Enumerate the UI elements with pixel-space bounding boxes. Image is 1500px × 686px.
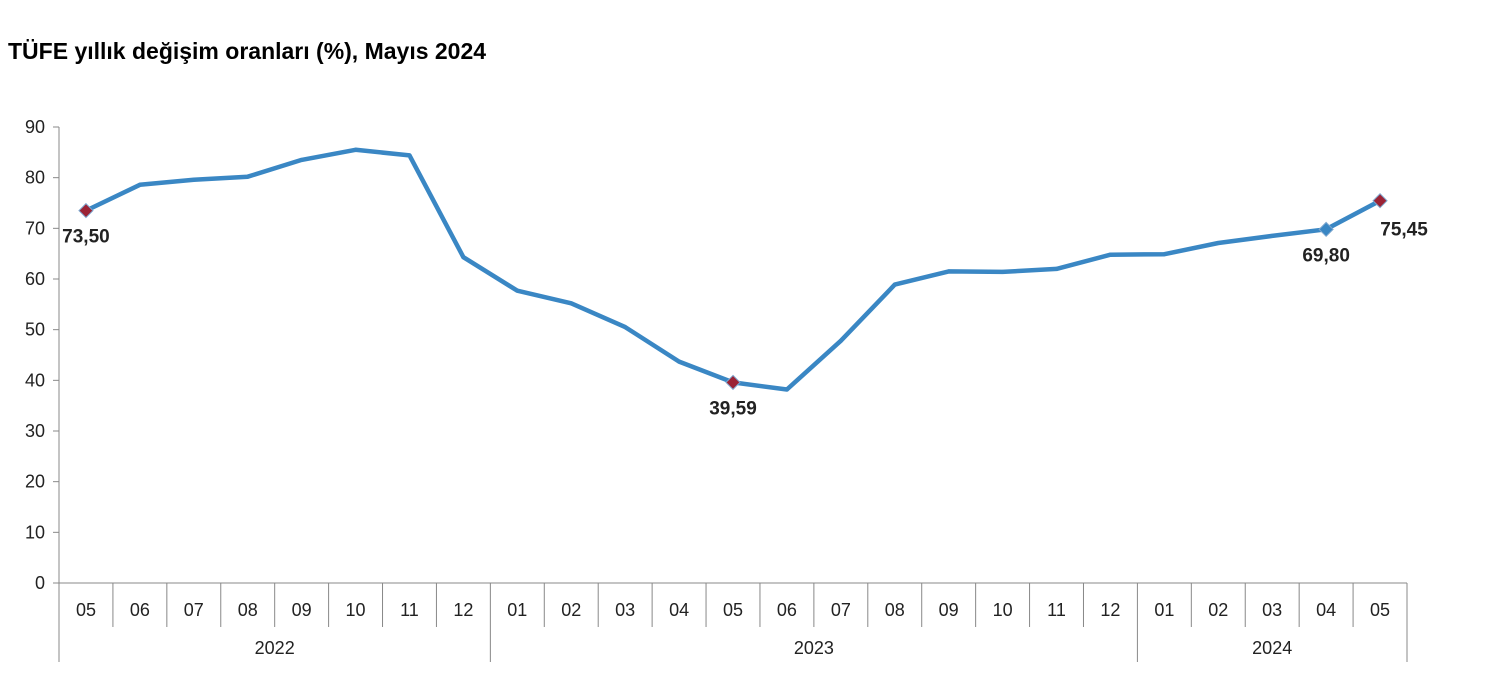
y-tick-label: 0 (35, 573, 45, 593)
y-tick-label: 60 (25, 269, 45, 289)
highlight-marker (78, 202, 94, 219)
highlight-marker (1372, 193, 1388, 209)
x-tick-label: 07 (184, 600, 204, 620)
highlight-marker (1318, 221, 1334, 238)
x-tick-label: 10 (993, 600, 1013, 620)
x-tick-label: 09 (939, 600, 959, 620)
series-line (83, 147, 1383, 392)
data-point (1108, 252, 1113, 257)
data-point (137, 182, 142, 187)
data-label: 69,80 (1302, 245, 1350, 266)
x-tick-label: 04 (1316, 600, 1336, 620)
y-tick-label: 50 (25, 320, 45, 340)
y-tick-label: 70 (25, 218, 45, 238)
y-tick-label: 80 (25, 168, 45, 188)
data-point (784, 387, 789, 392)
x-tick-label: 02 (561, 600, 581, 620)
x-tick-label: 02 (1208, 600, 1228, 620)
x-tick-label: 11 (400, 600, 419, 620)
year-group-label: 2023 (794, 638, 834, 658)
x-tick-label: 10 (346, 600, 366, 620)
data-point (1054, 266, 1059, 271)
data-point (946, 269, 951, 274)
x-tick-label: 05 (1370, 600, 1390, 620)
data-point (569, 301, 574, 306)
x-tick-label: 01 (1154, 600, 1174, 620)
x-tick-label: 01 (507, 600, 527, 620)
year-group-label: 2022 (255, 638, 295, 658)
data-point (353, 147, 358, 152)
y-tick-label: 20 (25, 472, 45, 492)
x-tick-label: 04 (669, 600, 689, 620)
data-point (838, 338, 843, 343)
data-point (623, 325, 628, 330)
x-tick-label: 08 (238, 600, 258, 620)
x-tick-label: 09 (292, 600, 312, 620)
x-tick-label: 06 (777, 600, 797, 620)
data-point (407, 153, 412, 158)
data-point (1270, 233, 1275, 238)
x-tick-label: 12 (1100, 600, 1120, 620)
data-label: 75,45 (1380, 220, 1428, 241)
y-tick-label: 40 (25, 370, 45, 390)
data-point (1000, 269, 1005, 274)
year-group-label: 2024 (1252, 638, 1292, 658)
data-point (515, 288, 520, 293)
data-point (677, 359, 682, 364)
y-tick-label: 10 (25, 522, 45, 542)
x-tick-label: 08 (885, 600, 905, 620)
data-point (1162, 252, 1167, 257)
series-layer (83, 147, 1383, 392)
labels-layer: 73,50 39,59 69,80 75,45 (62, 193, 1428, 419)
data-point (461, 255, 466, 260)
data-label: 73,50 (62, 227, 110, 248)
y-tick-label: 90 (25, 117, 45, 137)
data-point (1216, 241, 1221, 246)
x-tick-label: 03 (615, 600, 635, 620)
x-tick-label: 06 (130, 600, 150, 620)
chart-title: TÜFE yıllık değişim oranları (%), Mayıs … (8, 38, 487, 64)
data-point (892, 282, 897, 287)
x-tick-label: 07 (831, 600, 851, 620)
data-point (191, 177, 196, 182)
x-tick-label: 11 (1047, 600, 1066, 620)
x-tick-label: 12 (453, 600, 473, 620)
x-tick-label: 05 (723, 600, 743, 620)
highlight-marker (725, 374, 741, 391)
y-tick-label: 30 (25, 421, 45, 441)
x-tick-label: 03 (1262, 600, 1282, 620)
x-tick-label: 05 (76, 600, 96, 620)
data-label: 39,59 (709, 398, 757, 419)
data-point (245, 174, 250, 179)
data-point (299, 157, 304, 162)
